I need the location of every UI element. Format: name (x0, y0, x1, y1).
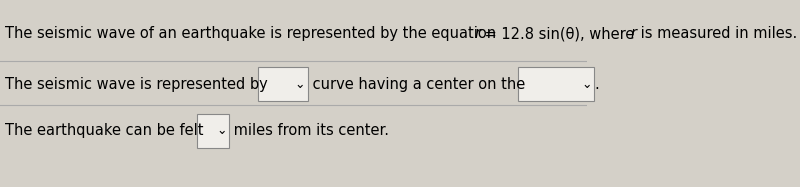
Text: ⌄: ⌄ (217, 124, 227, 137)
Text: The earthquake can be felt: The earthquake can be felt (5, 123, 208, 138)
FancyBboxPatch shape (197, 114, 230, 148)
Text: r: r (630, 26, 636, 41)
Text: r: r (474, 26, 480, 41)
Text: The seismic wave is represented by: The seismic wave is represented by (5, 77, 272, 92)
Text: = 12.8 sin(θ), where: = 12.8 sin(θ), where (480, 26, 638, 41)
Text: ⌄: ⌄ (295, 78, 306, 91)
FancyBboxPatch shape (258, 67, 308, 101)
Text: miles from its center.: miles from its center. (230, 123, 390, 138)
FancyBboxPatch shape (518, 67, 594, 101)
Text: .: . (594, 77, 599, 92)
Text: curve having a center on the: curve having a center on the (308, 77, 530, 92)
Text: is measured in miles.: is measured in miles. (636, 26, 798, 41)
Text: ⌄: ⌄ (582, 78, 592, 91)
Text: The seismic wave of an earthquake is represented by the equation: The seismic wave of an earthquake is rep… (5, 26, 501, 41)
